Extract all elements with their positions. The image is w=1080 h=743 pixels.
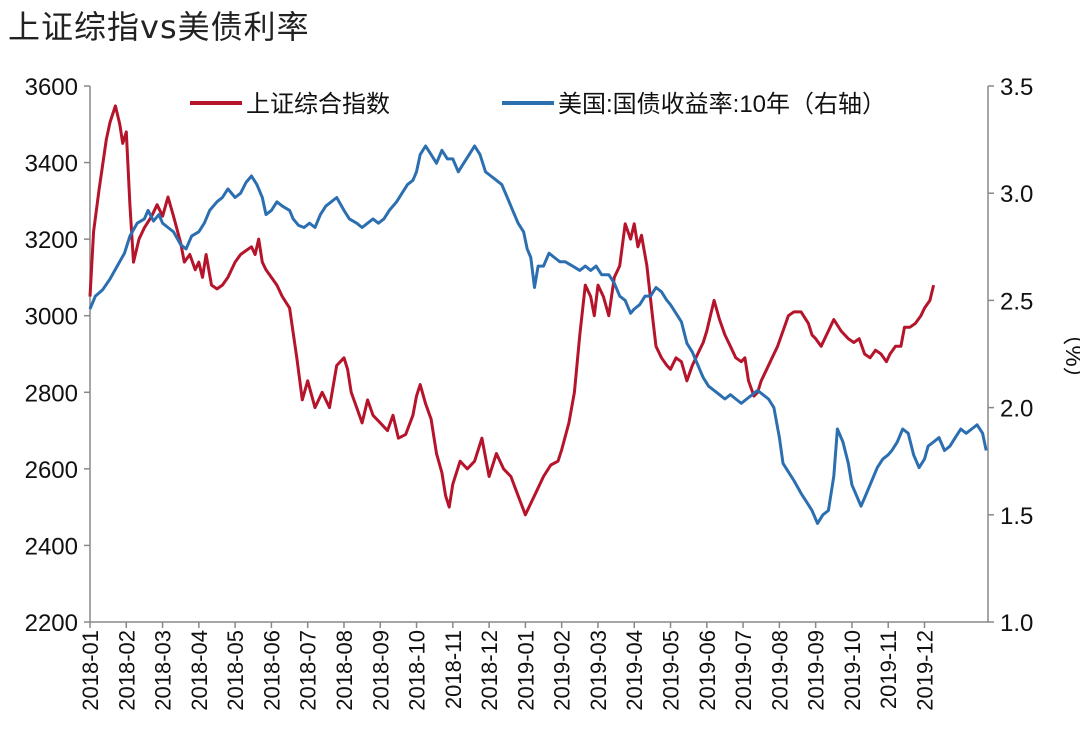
x-tick-label: 2019-01 [513, 630, 538, 711]
x-tick-label: 2018-09 [368, 630, 393, 711]
x-tick-label: 2018-01 [78, 630, 103, 711]
x-tick-label: 2019-06 [695, 630, 720, 711]
series-line-us-10y-yield [88, 144, 988, 525]
y-right-tick-label: 2.5 [1000, 288, 1033, 315]
series-line-shanghai-composite [88, 104, 936, 517]
legend-label: 上证综合指数 [246, 91, 390, 118]
y-right-tick-label: 3.5 [1000, 74, 1033, 101]
x-tick-label: 2019-11 [876, 630, 901, 709]
y-left-tick-label: 2800 [25, 380, 78, 407]
x-tick-label: 2019-10 [840, 630, 865, 711]
legend: 上证综合指数 美国:国债收益率:10年（右轴） [190, 91, 886, 118]
x-tick-label: 2018-05 [223, 630, 248, 711]
y-left-tick-label: 2200 [25, 610, 78, 637]
x-tick-label: 2018-12 [477, 630, 502, 711]
x-tick-label: 2019-02 [550, 630, 575, 711]
y-right-axis-label: （%） [1060, 321, 1080, 390]
x-tick-label: 2018-03 [151, 630, 176, 711]
axes: 2200 2400 2600 2800 3000 3200 3400 3600 1.0 1.5 2.… [25, 74, 1080, 711]
y-left-tick-label: 3000 [25, 304, 78, 331]
y-right-tick-label: 1.0 [1000, 610, 1033, 637]
x-tick-label: 2018-08 [332, 630, 357, 711]
y-left-tick-label: 2400 [25, 533, 78, 560]
y-left-tick-label: 3200 [25, 227, 78, 254]
y-left-tick-label: 3600 [25, 74, 78, 101]
x-tick-label: 2019-12 [913, 630, 938, 711]
x-tick-label: 2018-04 [187, 630, 212, 711]
y-left-tick-label: 2600 [25, 457, 78, 484]
x-tick-label: 2019-08 [767, 630, 792, 711]
y-right-tick-label: 3.0 [1000, 181, 1033, 208]
x-tick-label: 2018-06 [259, 630, 284, 711]
series-lines [88, 104, 988, 525]
x-tick-label: 2019-07 [731, 630, 756, 711]
x-tick-label: 2019-03 [586, 630, 611, 711]
y-left-tick-label: 3400 [25, 151, 78, 178]
x-tick-label: 2018-02 [114, 630, 139, 711]
x-tick-label: 2018-10 [405, 630, 430, 711]
x-tick-label: 2018-11 [441, 630, 466, 709]
x-tick-label: 2019-05 [659, 630, 684, 711]
legend-label: 美国:国债收益率:10年（右轴） [558, 91, 886, 118]
y-right-tick-label: 1.5 [1000, 503, 1033, 530]
x-tick-label: 2019-09 [804, 630, 829, 711]
x-tick-label: 2018-07 [296, 630, 321, 711]
x-tick-label: 2019-04 [622, 630, 647, 711]
y-right-tick-label: 2.0 [1000, 396, 1033, 423]
chart-title: 上证综指vs美债利率 [8, 8, 310, 46]
